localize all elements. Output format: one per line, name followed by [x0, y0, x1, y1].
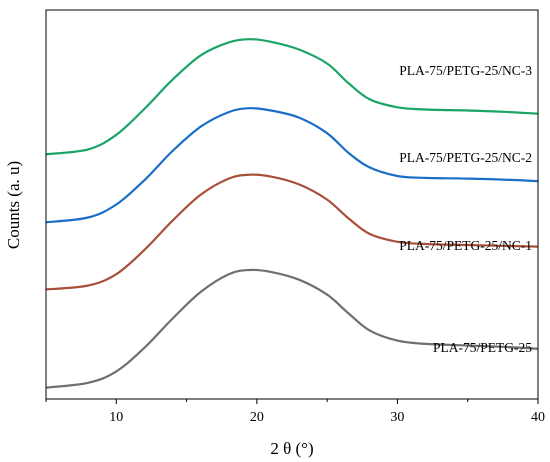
x-ticks: 10 20 30 40 [45, 399, 545, 425]
x-tick-label-40: 40 [531, 410, 545, 425]
x-tick-label-10: 10 [109, 410, 123, 425]
series-label-nc-1: PLA-75/PETG-25/NC-1 [399, 238, 532, 253]
series-line-nc-1 [45, 173, 539, 291]
series-labels: PLA-75/PETG-25/NC-3 PLA-75/PETG-25/NC-2 PL… [399, 63, 532, 355]
series-line-base [45, 268, 539, 389]
x-axis-title: 2 θ (°) [270, 439, 313, 458]
y-axis-title: Counts (a. u) [4, 161, 23, 249]
plot-frame [45, 9, 539, 400]
x-tick-label-30: 30 [390, 410, 404, 425]
series-label-nc-2: PLA-75/PETG-25/NC-2 [399, 150, 532, 165]
series-label-nc-3: PLA-75/PETG-25/NC-3 [399, 63, 532, 78]
series-line-nc-3 [45, 38, 539, 156]
x-tick-label-20: 20 [250, 410, 264, 425]
series-label-base: PLA-75/PETG-25 [433, 340, 532, 355]
series-line-nc-2 [45, 107, 539, 224]
series-layer [45, 38, 539, 389]
